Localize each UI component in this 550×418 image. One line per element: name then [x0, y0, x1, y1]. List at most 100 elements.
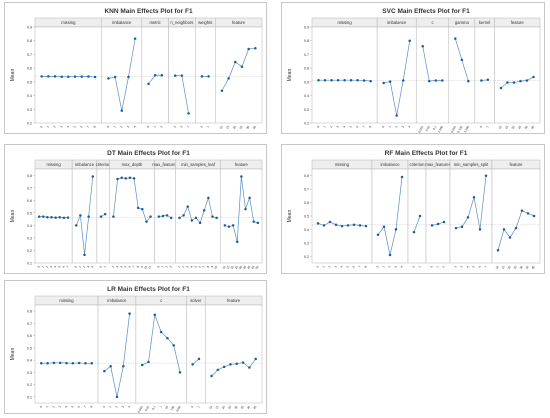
data-point	[401, 79, 405, 82]
x-tick-label: 25	[234, 265, 239, 270]
x-tick-label: 35	[242, 265, 247, 270]
panel-header-label: missing	[337, 20, 352, 25]
x-tick-label: 2	[394, 125, 398, 129]
data-point	[441, 79, 444, 82]
x-tick-label: 0	[429, 265, 433, 269]
panel-body	[448, 26, 476, 124]
x-tick-label: 7	[131, 265, 135, 269]
data-point	[160, 74, 164, 77]
y-tick-label: 0.6	[27, 67, 32, 71]
panel-missing: missing 0 1 2 3 4 5 6 7 8	[34, 295, 99, 409]
y-tick-label: 0.4	[304, 94, 309, 98]
y-tick-label: 0.2	[27, 383, 32, 387]
data-point	[207, 75, 210, 78]
y-tick-label: 0.5	[27, 80, 32, 84]
y-tick-label: 0.3	[304, 241, 309, 245]
data-point	[240, 175, 243, 178]
x-tick-label: 5	[72, 125, 76, 129]
panel-body	[215, 26, 263, 124]
x-tick-label: 1	[388, 125, 392, 129]
panel-header-label: missing	[61, 20, 76, 25]
x-tick-label: 4	[399, 265, 403, 269]
data-point	[346, 224, 350, 227]
data-point	[340, 224, 344, 228]
x-tick-label: 3	[49, 265, 53, 269]
x-tick-label: 10	[208, 405, 213, 410]
data-point	[388, 80, 392, 83]
x-tick-label: 0	[375, 265, 379, 269]
data-point	[116, 177, 119, 181]
panel-header-label: feature	[227, 298, 241, 303]
x-tick-label: 8	[89, 405, 93, 409]
data-point	[421, 44, 424, 48]
x-tick-label: 6	[351, 265, 355, 269]
data-point	[79, 214, 82, 217]
x-tick-label: 1	[46, 125, 50, 129]
x-tick-label: 1	[485, 125, 489, 129]
x-tick-label: 6	[79, 125, 83, 129]
y-tick-label: 0.1	[27, 262, 32, 266]
x-tick-label: 0.1	[432, 125, 438, 131]
data-point	[40, 361, 43, 365]
data-point	[382, 81, 385, 85]
chart-title: RF Main Effects Plot for F1	[385, 150, 468, 157]
x-tick-label: 2	[45, 265, 49, 269]
x-tick-label: 5	[193, 265, 197, 269]
panel-header-label: criterion	[410, 162, 426, 167]
x-tick-label: 0.001	[450, 125, 457, 133]
panel-body	[34, 26, 103, 124]
x-tick-label: 0	[156, 265, 160, 269]
data-point	[211, 215, 214, 218]
y-tick-label: 0.8	[304, 39, 309, 43]
x-tick-label: 9	[140, 265, 144, 269]
x-tick-label: 15	[504, 125, 509, 130]
panel-header-label: missing	[46, 162, 61, 167]
data-point	[187, 112, 190, 115]
panel-header-label: c	[160, 298, 162, 303]
x-tick-label: 7	[86, 125, 90, 129]
x-tick-label: 5	[345, 265, 349, 269]
x-tick-label: 1	[206, 125, 210, 129]
panel-weights: weights 0 1	[194, 17, 216, 129]
x-tick-label: 50	[254, 265, 259, 270]
y-tick-label: 0.5	[304, 215, 309, 219]
x-tick-label: 0	[102, 405, 106, 409]
y-tick-label: 0.3	[304, 108, 309, 112]
data-point	[328, 220, 332, 224]
panel-header-label: metric	[149, 20, 160, 25]
data-point	[182, 214, 185, 217]
data-point	[120, 109, 124, 112]
panel-min-samples-leaf: min_samples_leaf 1 2 3 4 5 6 7 8 910	[175, 159, 221, 270]
data-point	[87, 215, 90, 218]
x-tick-label: 6	[61, 265, 65, 269]
x-tick-label: 3	[86, 265, 90, 269]
x-tick-label: 8	[93, 125, 97, 129]
data-point	[352, 223, 356, 226]
data-point	[103, 369, 106, 373]
x-tick-label: 35	[525, 265, 530, 270]
data-point	[234, 60, 237, 64]
data-point	[454, 226, 458, 230]
data-point	[112, 215, 115, 218]
y-axis-label: Mean	[10, 348, 16, 361]
y-tick-label: 0.6	[27, 199, 32, 203]
x-tick-label: 7	[65, 265, 69, 269]
data-point	[227, 77, 230, 80]
data-point	[519, 79, 522, 83]
data-point	[382, 225, 386, 228]
panel-body	[491, 168, 541, 264]
rf-main-effects-plot: RF Main Effects Plot for F1 Mean 0.2 0.3 0.4…	[281, 144, 545, 274]
data-point	[207, 196, 210, 200]
x-tick-label: 5	[471, 265, 475, 269]
y-tick-label: 0.4	[27, 224, 32, 228]
data-point	[508, 236, 512, 239]
x-tick-label: 1	[177, 265, 181, 269]
x-tick-label: 1	[45, 405, 49, 409]
data-point	[241, 361, 245, 364]
panel-feature: feature 10 15 20 25 30 35 40 45	[205, 295, 263, 410]
svc-main-effects-plot: SVC Main Effects Plot for F1 Mean 0.2 0.3 0.…	[281, 2, 545, 134]
panel-header-label: kernel	[479, 20, 490, 25]
panel-body	[311, 26, 378, 124]
x-tick-label: 3	[115, 265, 119, 269]
data-point	[120, 176, 123, 180]
